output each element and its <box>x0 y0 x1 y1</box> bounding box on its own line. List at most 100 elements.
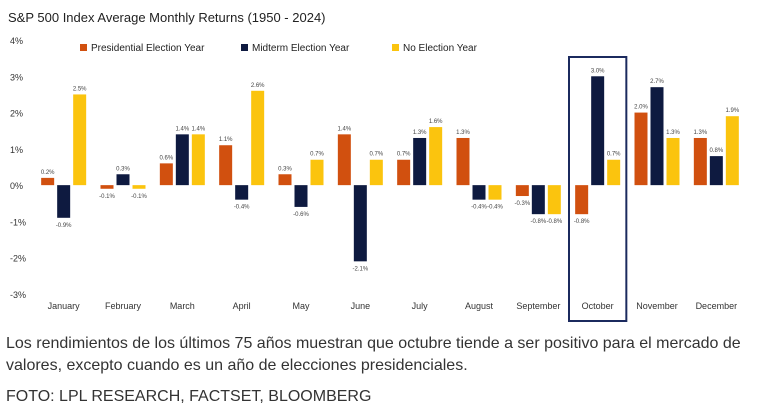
value-label: -0.8% <box>546 219 562 225</box>
value-label: 2.7% <box>650 79 664 85</box>
bar-february-1 <box>116 174 130 186</box>
y-axis: 4% 3% 2% 1% 0% -1% -2% -3% <box>10 36 26 300</box>
bar-april-2 <box>251 90 265 186</box>
bars <box>41 76 739 262</box>
value-label: 2.5% <box>73 86 87 92</box>
bar-october-2 <box>607 159 621 186</box>
bar-may-0 <box>278 174 292 186</box>
x-tick-label: March <box>170 301 195 311</box>
value-label: 1.4% <box>337 126 351 132</box>
value-label: 0.8% <box>709 148 723 154</box>
bar-march-1 <box>175 134 189 186</box>
bar-february-0 <box>100 185 114 189</box>
y-tick-label: 4% <box>10 36 23 46</box>
bar-july-2 <box>429 127 443 186</box>
value-label: -0.3% <box>514 201 530 207</box>
value-label: 0.3% <box>116 166 130 172</box>
bar-november-0 <box>634 112 648 186</box>
bar-october-1 <box>591 76 605 186</box>
y-tick-label: -3% <box>10 290 26 300</box>
bar-june-0 <box>337 134 351 186</box>
value-labels: 0.2%-0.9%2.5%-0.1%0.3%-0.1%0.6%1.4% 1.4%1… <box>41 68 740 272</box>
bar-january-1 <box>57 185 71 218</box>
x-tick-label: January <box>48 301 81 311</box>
value-label: 1.3% <box>693 130 707 136</box>
x-tick-label: September <box>516 301 560 311</box>
value-label: 1.3% <box>666 130 680 136</box>
bar-july-0 <box>397 159 411 186</box>
bar-september-0 <box>515 185 529 197</box>
value-label: 1.4% <box>175 126 189 132</box>
bar-august-2 <box>488 185 502 200</box>
bar-june-1 <box>353 185 367 262</box>
bar-january-2 <box>73 94 87 186</box>
value-label: 0.7% <box>607 152 621 158</box>
value-label: 0.6% <box>159 155 173 161</box>
value-label: 2.0% <box>634 105 648 111</box>
bar-february-2 <box>132 185 146 189</box>
y-tick-label: -2% <box>10 254 26 264</box>
x-tick-label: November <box>636 301 678 311</box>
value-label: -0.4% <box>234 205 250 211</box>
bar-december-2 <box>725 116 739 186</box>
value-label: 2.6% <box>251 83 265 89</box>
chart: S&P 500 Index Average Monthly Returns (1… <box>8 10 740 322</box>
bar-april-1 <box>235 185 249 200</box>
value-label: -0.9% <box>56 223 72 229</box>
bar-april-0 <box>219 145 233 186</box>
y-tick-label: 1% <box>10 145 23 155</box>
value-label: -0.1% <box>131 194 147 200</box>
value-label: 1.9% <box>725 108 739 114</box>
y-tick-label: -1% <box>10 217 26 227</box>
value-label: 0.7% <box>369 152 383 158</box>
value-label: 3.0% <box>591 68 605 74</box>
bar-january-0 <box>41 177 55 186</box>
value-label: -0.4% <box>471 205 487 211</box>
legend-swatch <box>241 44 248 51</box>
photo-credit: FOTO: LPL RESEARCH, FACTSET, BLOOMBERG <box>6 388 372 405</box>
y-tick-label: 2% <box>10 109 23 119</box>
bar-december-0 <box>693 137 707 186</box>
bar-may-2 <box>310 159 324 186</box>
value-label: -0.8% <box>530 219 546 225</box>
value-label: 1.1% <box>219 137 233 143</box>
x-tick-label: April <box>233 301 251 311</box>
bar-october-0 <box>575 185 589 215</box>
value-label: 1.3% <box>456 130 470 136</box>
legend-swatch <box>392 44 399 51</box>
legend-swatch <box>80 44 87 51</box>
value-label: 0.2% <box>41 170 55 176</box>
value-label: 1.6% <box>429 119 443 125</box>
x-tick-label: October <box>582 301 614 311</box>
x-tick-label: December <box>696 301 738 311</box>
bar-december-1 <box>709 156 723 186</box>
bar-march-0 <box>159 163 173 186</box>
bar-september-2 <box>547 185 561 215</box>
y-tick-label: 0% <box>10 181 23 191</box>
bar-september-1 <box>531 185 545 215</box>
bar-march-2 <box>191 134 205 186</box>
value-label: -2.1% <box>352 266 368 272</box>
y-tick-label: 3% <box>10 72 23 82</box>
value-label: -0.8% <box>574 219 590 225</box>
bar-november-1 <box>650 87 664 186</box>
value-label: -0.4% <box>487 205 503 211</box>
bar-june-2 <box>369 159 383 186</box>
value-label: -0.1% <box>99 194 115 200</box>
bar-may-1 <box>294 185 308 207</box>
bar-august-1 <box>472 185 486 200</box>
bar-november-2 <box>666 137 680 186</box>
x-tick-label: May <box>292 301 310 311</box>
value-label: 0.3% <box>278 166 292 172</box>
value-label: 1.3% <box>413 130 427 136</box>
x-tick-label: February <box>105 301 142 311</box>
legend: Presidential Election Year Midterm Electi… <box>80 43 478 54</box>
x-axis: January February March April May June July Augu… <box>48 301 737 311</box>
bar-july-1 <box>413 137 427 186</box>
chart-title: S&P 500 Index Average Monthly Returns (1… <box>8 10 326 25</box>
legend-label: Midterm Election Year <box>252 43 350 54</box>
value-label: 0.7% <box>397 152 411 158</box>
bar-august-0 <box>456 137 470 186</box>
value-label: 1.4% <box>191 126 205 132</box>
legend-label: Presidential Election Year <box>91 43 205 54</box>
